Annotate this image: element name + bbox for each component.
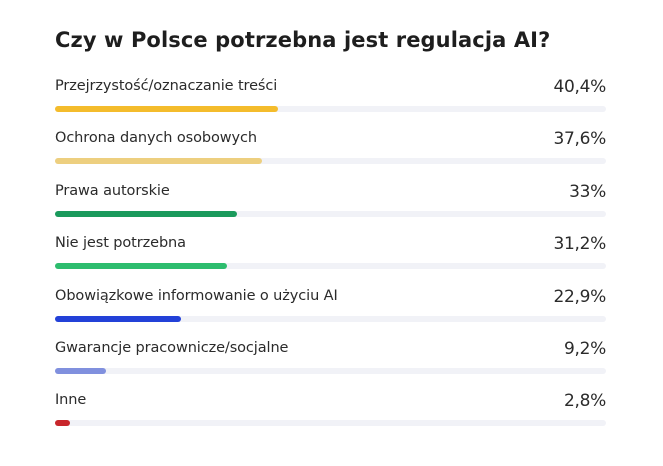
chart-title: Czy w Polsce potrzebna jest regulacja AI… [55,28,551,52]
bar-row: Ochrona danych osobowych 37,6% [55,129,606,182]
bar-track [55,315,606,322]
bar-track [55,263,606,270]
bar-fill [55,158,263,165]
bar-label: Nie jest potrzebna [55,235,186,252]
bar-value: 9,2% [564,338,606,359]
bar-fill [55,106,278,112]
bar-track [55,158,606,165]
bar-fill [55,315,182,322]
bar-label: Gwarancje pracownicze/socjalne [55,339,289,356]
bar-row: Obowiązkowe informowanie o użyciu AI 22,… [55,286,606,340]
bar-row: Nie jest potrzebna 31,2% [55,234,606,287]
bar-fill [55,367,106,374]
bar-value: 2,8% [564,391,606,412]
bar-row: Przejrzystość/oznaczanie treści 40,4% [55,77,606,130]
bar-label: Inne [55,392,87,409]
bar-value: 33% [569,181,606,202]
bar-value: 22,9% [553,286,606,307]
bar-label: Ochrona danych osobowych [55,130,257,147]
bar-track [55,106,606,112]
bar-fill [55,420,71,427]
bar-track [55,367,606,374]
bar-list: Przejrzystość/oznaczanie treści 40,4% Oc… [55,77,606,445]
bar-row: Inne 2,8% [55,391,606,444]
bar-track [55,420,606,427]
bar-row: Prawa autorskie 33% [55,181,606,235]
bar-label: Prawa autorskie [55,182,170,199]
bar-fill [55,263,227,270]
bar-label: Obowiązkowe informowanie o użyciu AI [55,287,338,304]
bar-row: Gwarancje pracownicze/socjalne 9,2% [55,338,606,392]
bar-label: Przejrzystość/oznaczanie treści [55,78,278,94]
bar-track [55,210,606,217]
bar-value: 37,6% [553,129,606,150]
bar-value: 31,2% [553,234,606,255]
bar-value: 40,4% [553,77,606,97]
bar-fill [55,210,237,217]
